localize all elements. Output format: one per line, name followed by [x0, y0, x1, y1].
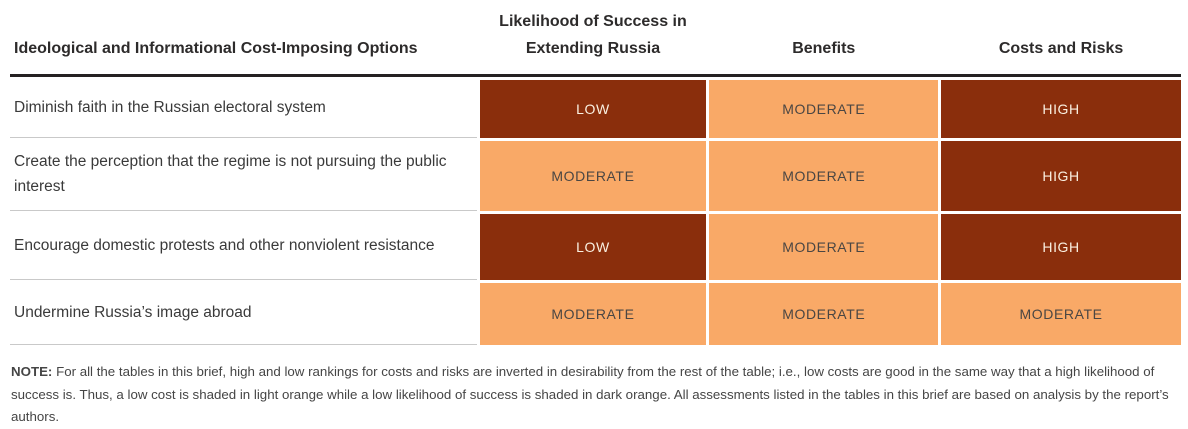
costs-risks-cell: MODERATE: [941, 282, 1181, 345]
options-assessment-table: Ideological and Informational Cost-Impos…: [7, 0, 1184, 348]
likelihood-cell: LOW: [479, 79, 707, 138]
option-cell: Diminish faith in the Russian electoral …: [10, 79, 477, 138]
column-header-likelihood: Likelihood of Success in Extending Russi…: [479, 3, 707, 71]
option-cell: Encourage domestic protests and other no…: [10, 213, 477, 280]
table-row: Create the perception that the regime is…: [10, 140, 1181, 211]
header-row: Ideological and Informational Cost-Impos…: [10, 3, 1181, 71]
column-header-benefits: Benefits: [709, 3, 939, 71]
option-cell: Create the perception that the regime is…: [10, 140, 477, 211]
benefits-cell: MODERATE: [709, 282, 939, 345]
likelihood-cell: MODERATE: [479, 140, 707, 211]
benefits-cell: MODERATE: [709, 213, 939, 280]
benefits-cell: MODERATE: [709, 79, 939, 138]
column-header-options: Ideological and Informational Cost-Impos…: [10, 3, 477, 71]
table-row: Encourage domestic protests and other no…: [10, 213, 1181, 280]
table-row: Undermine Russia’s image abroad MODERATE…: [10, 282, 1181, 345]
column-header-costs-risks: Costs and Risks: [941, 3, 1181, 71]
note-label: NOTE:: [11, 363, 53, 379]
likelihood-cell: LOW: [479, 213, 707, 280]
likelihood-cell: MODERATE: [479, 282, 707, 345]
table-row: Diminish faith in the Russian electoral …: [10, 79, 1181, 138]
costs-risks-cell: HIGH: [941, 213, 1181, 280]
table-note: NOTE: For all the tables in this brief, …: [11, 361, 1178, 429]
benefits-cell: MODERATE: [709, 140, 939, 211]
header-divider-row: [10, 73, 1181, 77]
costs-risks-cell: HIGH: [941, 79, 1181, 138]
option-cell: Undermine Russia’s image abroad: [10, 282, 477, 345]
header-divider: [10, 73, 1181, 77]
costs-risks-cell: HIGH: [941, 140, 1181, 211]
note-text: For all the tables in this brief, high a…: [11, 363, 1169, 425]
